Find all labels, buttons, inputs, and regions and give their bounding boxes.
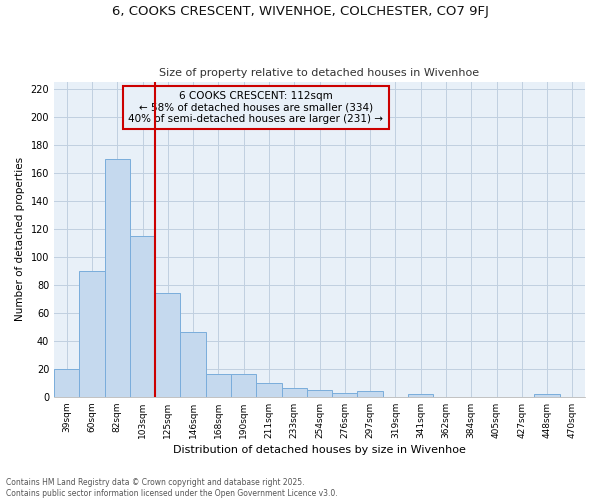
Bar (307, 390, 332, 397)
Bar (408, 394, 433, 397)
Text: 6 COOKS CRESCENT: 112sqm
← 58% of detached houses are smaller (334)
40% of semi-: 6 COOKS CRESCENT: 112sqm ← 58% of detach… (128, 91, 383, 124)
Bar (281, 388, 307, 397)
Bar (104, 158, 130, 397)
X-axis label: Distribution of detached houses by size in Wivenhoe: Distribution of detached houses by size … (173, 445, 466, 455)
Bar (130, 236, 155, 397)
Text: Contains HM Land Registry data © Crown copyright and database right 2025.
Contai: Contains HM Land Registry data © Crown c… (6, 478, 338, 498)
Bar (54, 369, 79, 397)
Y-axis label: Number of detached properties: Number of detached properties (15, 157, 25, 322)
Bar (206, 374, 231, 397)
Bar (358, 391, 383, 397)
Bar (535, 394, 560, 397)
Text: 6, COOKS CRESCENT, WIVENHOE, COLCHESTER, CO7 9FJ: 6, COOKS CRESCENT, WIVENHOE, COLCHESTER,… (112, 5, 488, 18)
Bar (332, 392, 358, 397)
Title: Size of property relative to detached houses in Wivenhoe: Size of property relative to detached ho… (160, 68, 479, 78)
Bar (79, 270, 104, 397)
Bar (181, 332, 206, 397)
Bar (231, 374, 256, 397)
Bar (256, 383, 281, 397)
Bar (155, 293, 181, 397)
